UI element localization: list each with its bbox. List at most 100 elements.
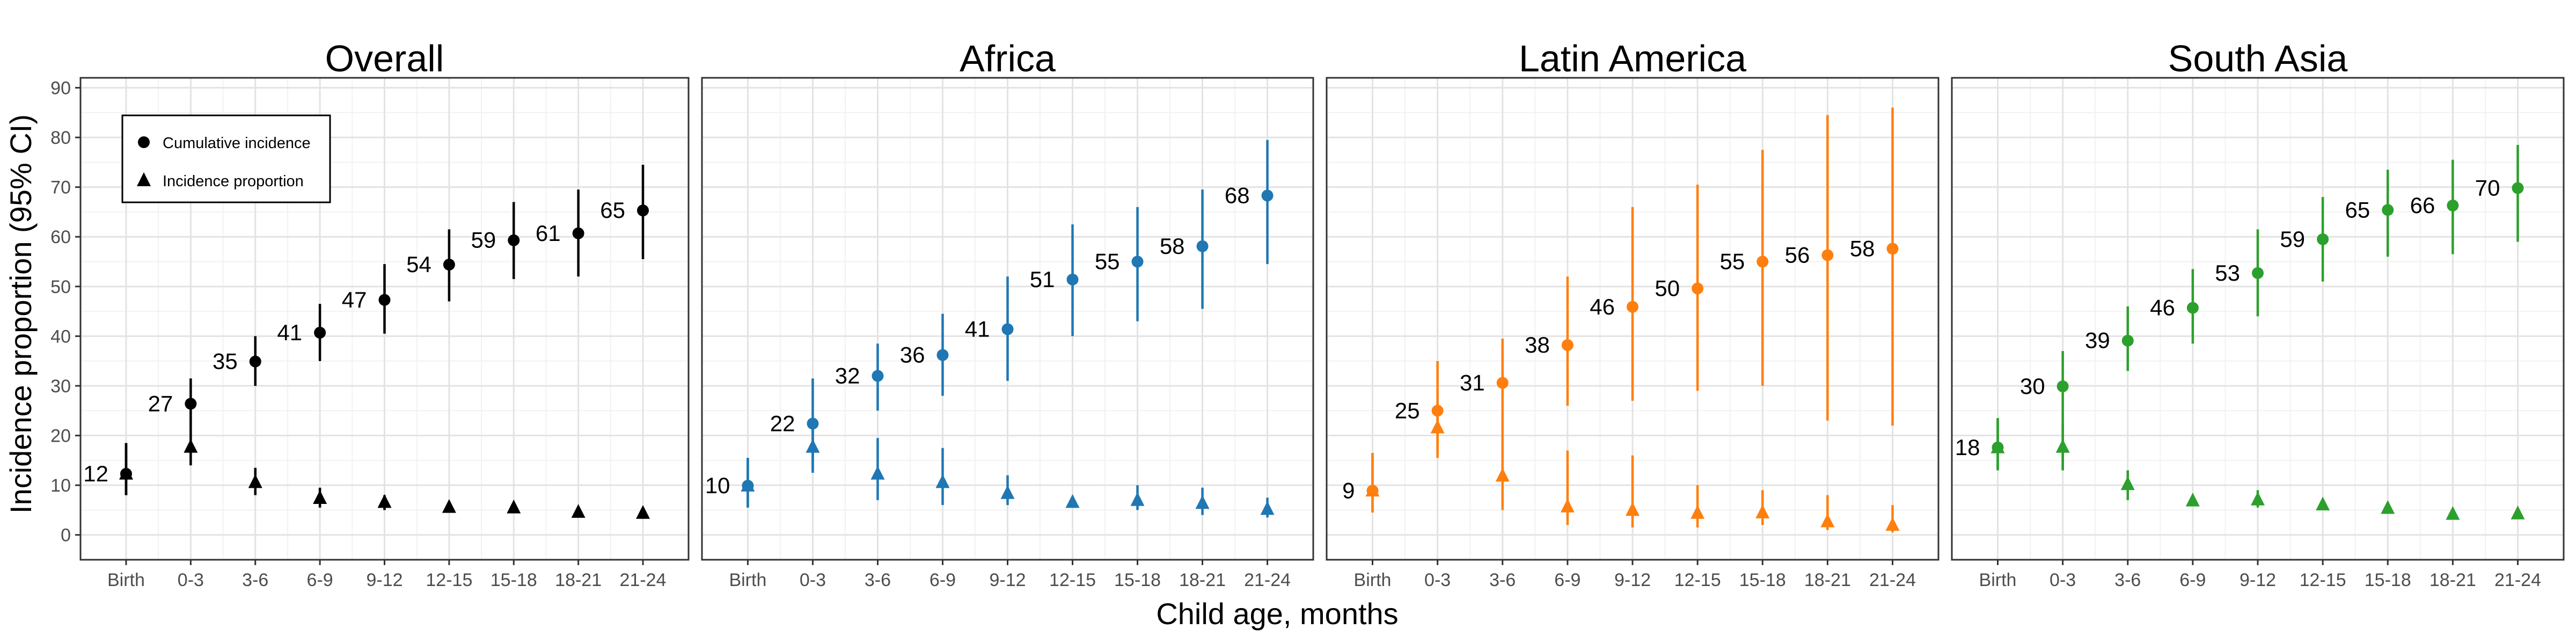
cumulative-incidence-point [1757, 255, 1769, 268]
data-label: 25 [1395, 398, 1420, 423]
x-tick-label: 12-15 [2300, 570, 2346, 590]
incidence-proportion-point [1430, 419, 1445, 434]
x-tick-label: 3-6 [1489, 570, 1516, 590]
incidence-proportion-point [442, 499, 456, 513]
panel-title: South Asia [2168, 38, 2348, 79]
y-tick-label: 50 [50, 277, 71, 297]
data-label: 38 [1525, 332, 1550, 357]
cumulative-incidence-point [572, 227, 584, 239]
data-label: 30 [2020, 374, 2045, 399]
incidence-proportion-point [119, 465, 133, 480]
x-tick-label: 12-15 [1674, 570, 1721, 590]
data-label: 31 [1460, 370, 1485, 395]
y-tick-label: 20 [50, 426, 71, 447]
data-label: 39 [2085, 328, 2110, 353]
x-tick-label: 9-12 [989, 570, 1026, 590]
x-tick-label: 6-9 [2179, 570, 2206, 590]
cumulative-incidence-point [508, 234, 520, 246]
cumulative-incidence-point [1496, 377, 1509, 389]
y-axis-title: Incidence proportion (95% CI) [4, 114, 38, 514]
panel-africa: Africa Birth 0-3 3-6 6-9 9-12 12-15 15-18 18-21 2… [701, 38, 1314, 590]
incidence-proportion-point [1065, 494, 1080, 508]
y-tick-label: 70 [50, 178, 71, 198]
incidence-proportion-point [1260, 501, 1275, 515]
x-tick-label: Birth [1979, 570, 2017, 590]
x-tick-label: 21-24 [2494, 570, 2541, 590]
data-label: 12 [83, 461, 108, 486]
x-tick-label: 21-24 [620, 570, 667, 590]
data-label: 46 [1590, 294, 1615, 319]
cumulative-incidence-point [2252, 267, 2264, 279]
incidence-proportion-point [507, 499, 521, 514]
incidence-proportion-point [1755, 504, 1770, 518]
data-label: 58 [1850, 236, 1875, 261]
data-label: 59 [471, 228, 496, 253]
cumulative-incidence-point [1821, 249, 1834, 261]
y-tick-label: 60 [50, 227, 71, 247]
x-tick-label: 15-18 [1739, 570, 1786, 590]
incidence-proportion-point [2120, 476, 2135, 491]
x-tick-label: 0-3 [800, 570, 826, 590]
data-label: 10 [705, 473, 730, 498]
x-tick-label: Birth [729, 570, 766, 590]
data-label: 65 [2345, 197, 2370, 222]
y-tick-label: 10 [50, 475, 71, 496]
data-label: 70 [2475, 175, 2500, 201]
incidence-proportion-point [741, 478, 755, 492]
data-label: 36 [900, 342, 925, 368]
x-tick-label: 9-12 [1614, 570, 1651, 590]
x-tick-label: 6-9 [1554, 570, 1580, 590]
cumulative-incidence-point [1692, 282, 1704, 295]
data-label: 27 [148, 391, 173, 416]
cumulative-incidence-point [1196, 240, 1209, 252]
incidence-proportion-point [2446, 506, 2460, 520]
x-tick-label: 15-18 [1114, 570, 1161, 590]
cumulative-incidence-point [2382, 204, 2394, 216]
x-axis-title: Child age, months [1156, 597, 1398, 631]
x-tick-label: 15-18 [2365, 570, 2411, 590]
data-label: 35 [213, 349, 238, 374]
cumulative-incidence-point [2512, 182, 2524, 194]
legend-label: Incidence proportion [163, 173, 304, 190]
incidence-proportion-point [1560, 499, 1575, 513]
data-label: 66 [2410, 193, 2435, 218]
panel-title: Overall [325, 38, 444, 79]
incidence-proportion-point [1690, 505, 1705, 519]
x-tick-label: Birth [107, 570, 145, 590]
incidence-proportion-point [1990, 439, 2005, 453]
panel-border [1951, 77, 2565, 561]
incidence-proportion-point [935, 474, 950, 488]
incidence-proportion-point [1000, 485, 1015, 499]
cumulative-incidence-point [2057, 380, 2069, 392]
incidence-proportion-point [1820, 513, 1835, 528]
cumulative-incidence-point [314, 326, 326, 339]
cumulative-incidence-point [637, 204, 649, 217]
incidence-proportion-point [806, 438, 820, 453]
data-label: 61 [536, 221, 561, 246]
cumulative-incidence-point [936, 349, 949, 361]
incidence-proportion-point [184, 438, 198, 453]
legend-triangle-icon [137, 172, 151, 186]
panel-title: Latin America [1519, 38, 1746, 79]
incidence-proportion-point [248, 474, 262, 488]
cumulative-incidence-point [249, 355, 261, 368]
y-tick-label: 0 [61, 525, 71, 546]
incidence-proportion-point [2381, 500, 2395, 514]
x-tick-label: 0-3 [1424, 570, 1451, 590]
x-tick-label: 0-3 [178, 570, 204, 590]
x-tick-label: 18-21 [1804, 570, 1851, 590]
incidence-proportion-point [2251, 492, 2265, 506]
panel-border [701, 77, 1314, 561]
incidence-proportion-point [1365, 482, 1380, 497]
data-label: 58 [1160, 233, 1185, 259]
data-label: 50 [1655, 276, 1680, 301]
panel-south-asia: South Asia Birth 0-3 3-6 6-9 9-12 12-15 15-18 18… [1951, 38, 2565, 590]
panels: Overall Birth 0-3 3-6 6-9 9-12 12-15 15-18 18-21… [50, 38, 2565, 590]
incidence-proportion-point [1495, 467, 1510, 482]
x-tick-label: 0-3 [2050, 570, 2076, 590]
x-tick-label: 21-24 [1244, 570, 1291, 590]
panel-overall: Overall Birth 0-3 3-6 6-9 9-12 12-15 15-18 18-21… [50, 38, 690, 590]
data-label: 65 [600, 197, 625, 223]
legend-circle-icon [138, 136, 150, 148]
